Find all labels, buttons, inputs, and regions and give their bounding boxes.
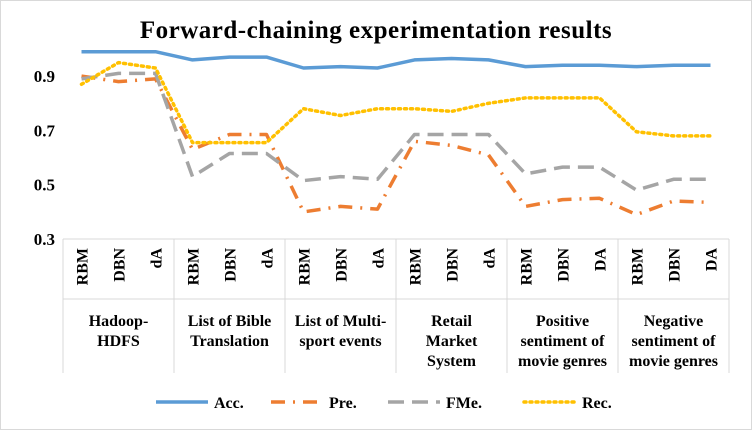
- group-label: List of Bible: [188, 313, 272, 330]
- series-line-fme: [81, 71, 711, 192]
- group-label: sentiment of: [632, 333, 717, 350]
- chart-title: Forward-chaining experimentation results: [139, 17, 613, 44]
- x-tick-label: dA: [149, 248, 166, 269]
- y-tick-label: 0.9: [34, 67, 55, 86]
- series-line-acc: [81, 49, 711, 70]
- y-tick-label: 0.3: [34, 230, 55, 249]
- legend-label: Acc.: [214, 395, 244, 412]
- group-label: Market: [426, 333, 478, 350]
- x-tick-label: RBM: [297, 248, 314, 285]
- x-tick-label: DBN: [334, 248, 351, 282]
- group-label: Retail: [431, 313, 472, 330]
- group-label: movie genres: [629, 353, 718, 370]
- group-label: System: [427, 353, 477, 370]
- x-tick-label: RBM: [408, 248, 425, 285]
- x-tick-label: DA: [704, 248, 721, 272]
- legend-label: Pre.: [329, 395, 357, 412]
- x-tick-label: RBM: [630, 248, 647, 285]
- group-label: sport events: [299, 333, 381, 350]
- group-label: Translation: [190, 333, 269, 350]
- legend-label: FMe.: [446, 395, 482, 412]
- x-tick-label: DA: [593, 248, 610, 272]
- x-tick-label: RBM: [186, 248, 203, 285]
- group-label: Hadoop-: [89, 313, 149, 330]
- series-line-rec: [79, 60, 713, 145]
- x-tick-label: DBN: [112, 248, 129, 282]
- x-tick-label: RBM: [519, 248, 536, 285]
- x-tick-label: dA: [260, 248, 277, 269]
- x-tick-label: DBN: [667, 248, 684, 282]
- x-tick-label: dA: [371, 248, 388, 269]
- group-label: HDFS: [97, 333, 140, 350]
- group-label: List of Multi-: [295, 313, 387, 330]
- x-tick-label: DBN: [556, 248, 573, 282]
- x-tick-label: DBN: [445, 248, 462, 282]
- y-tick-label: 0.7: [34, 121, 56, 140]
- group-label: Negative: [644, 313, 704, 330]
- x-tick-label: RBM: [75, 248, 92, 285]
- y-tick-label: 0.5: [34, 176, 55, 195]
- series-line-pre: [81, 74, 711, 217]
- legend-label: Rec.: [582, 395, 612, 412]
- x-tick-label: dA: [482, 248, 499, 269]
- group-label: sentiment of: [521, 333, 606, 350]
- group-label: movie genres: [518, 353, 607, 370]
- group-label: Positive: [536, 313, 589, 330]
- x-tick-label: DBN: [223, 248, 240, 282]
